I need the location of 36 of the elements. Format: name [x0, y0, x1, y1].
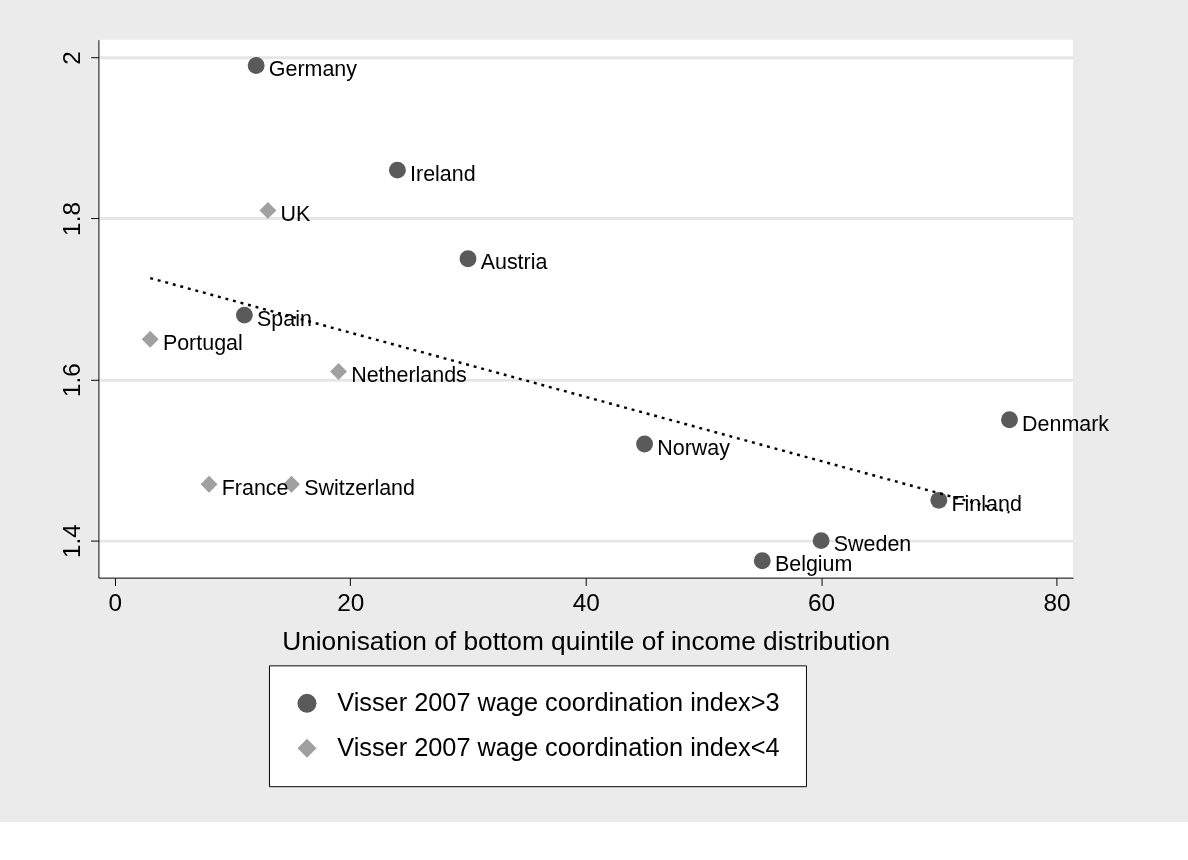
annotation: Norway	[657, 435, 731, 460]
x-tick-label: 80	[1043, 589, 1071, 617]
y-tick-label: 2	[58, 51, 86, 65]
point	[459, 250, 477, 268]
point	[235, 306, 253, 324]
legend-label: Visser 2007 wage coordination index>3	[337, 688, 780, 717]
annotation: Ireland	[410, 161, 476, 186]
legend-label: Visser 2007 wage coordination index<4	[337, 733, 780, 761]
annotation: Switzerland	[304, 475, 415, 500]
y-tick-label: 1.4	[58, 524, 86, 559]
annotation: France	[221, 475, 289, 500]
point	[200, 475, 218, 493]
point	[330, 363, 347, 380]
point	[141, 330, 159, 348]
x-axis-title: Unionisation of bottom quintile of income distribution	[282, 626, 891, 657]
x-tick-label: 60	[808, 589, 836, 617]
point	[259, 201, 277, 219]
annotation: Portugal	[162, 330, 243, 355]
x-tick-label: 0	[108, 589, 123, 617]
annotation: Spain	[257, 306, 312, 331]
annotation: Denmark	[1022, 411, 1110, 436]
point	[1001, 411, 1018, 429]
point	[636, 435, 654, 453]
x-tick-label: 20	[337, 589, 365, 617]
y-tick-label: 1.8	[58, 202, 86, 236]
point	[247, 57, 265, 74]
point	[812, 532, 830, 550]
point	[388, 161, 406, 179]
annotation: UK	[280, 202, 312, 227]
x-tick-label: 40	[572, 589, 600, 617]
annotation: Germany	[268, 57, 358, 82]
annotation: Netherlands	[351, 363, 467, 388]
point	[753, 552, 771, 570]
annotation: Austria	[480, 250, 548, 275]
point	[930, 491, 948, 509]
y-tick-label: 1.6	[58, 363, 86, 397]
